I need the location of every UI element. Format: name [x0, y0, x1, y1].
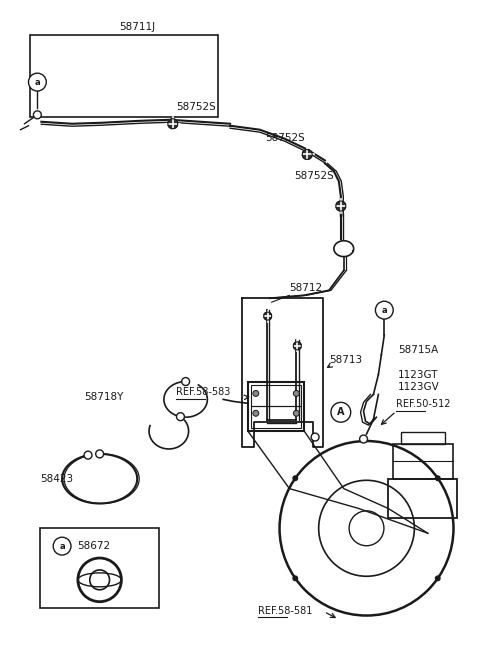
Circle shape: [293, 410, 300, 416]
Text: 58711J: 58711J: [120, 22, 156, 31]
Circle shape: [435, 575, 441, 581]
Text: A: A: [337, 407, 345, 417]
Circle shape: [177, 413, 184, 421]
Text: 58752S: 58752S: [176, 102, 216, 112]
Bar: [40, 529, 159, 608]
Circle shape: [375, 301, 393, 319]
Circle shape: [435, 476, 441, 481]
Circle shape: [34, 111, 41, 119]
Circle shape: [28, 73, 46, 91]
Text: 58713: 58713: [329, 355, 362, 365]
Bar: [401, 432, 444, 444]
Text: 58672: 58672: [77, 541, 110, 551]
Circle shape: [293, 390, 300, 396]
Text: 58715A: 58715A: [398, 345, 438, 355]
Circle shape: [336, 201, 346, 211]
Circle shape: [331, 402, 351, 422]
Text: 58752S: 58752S: [294, 172, 334, 181]
Bar: [388, 479, 457, 518]
Text: 58423: 58423: [40, 474, 73, 483]
Text: 58712: 58712: [289, 284, 323, 293]
Text: REF.58-583: REF.58-583: [176, 388, 230, 398]
Text: a: a: [59, 542, 65, 551]
Circle shape: [253, 390, 259, 396]
Text: REF.50-512: REF.50-512: [396, 400, 451, 409]
Circle shape: [182, 377, 190, 386]
Text: 1123GV: 1123GV: [398, 383, 440, 392]
Bar: [251, 384, 301, 406]
Text: a: a: [382, 306, 387, 314]
Text: a: a: [35, 77, 40, 86]
Circle shape: [53, 537, 71, 555]
Circle shape: [96, 450, 104, 458]
Circle shape: [168, 119, 178, 128]
Circle shape: [264, 312, 272, 320]
Bar: [393, 444, 453, 479]
Circle shape: [302, 149, 312, 159]
Bar: [251, 406, 301, 428]
Circle shape: [292, 575, 298, 581]
Text: 58752S: 58752S: [264, 132, 304, 143]
Circle shape: [253, 410, 259, 416]
Circle shape: [293, 342, 301, 350]
Circle shape: [292, 476, 298, 481]
Bar: [30, 35, 218, 117]
Text: REF.58-581: REF.58-581: [258, 606, 312, 616]
Circle shape: [311, 433, 319, 441]
Bar: [248, 382, 304, 431]
Text: 58718Y: 58718Y: [84, 392, 123, 402]
Circle shape: [84, 451, 92, 459]
Text: 1123GT: 1123GT: [398, 369, 439, 380]
Circle shape: [360, 435, 368, 443]
